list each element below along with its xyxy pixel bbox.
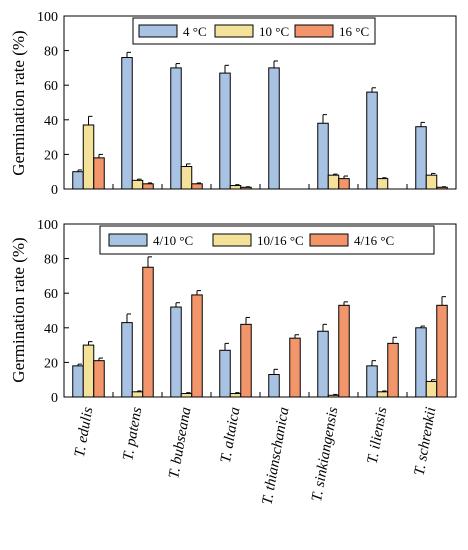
bar-s1-2 <box>121 322 133 398</box>
y-tick-label: 80 <box>44 45 58 60</box>
bar-s2-2 <box>131 179 144 190</box>
y-axis-title: Germination rate (%) <box>9 30 28 175</box>
y-axis-title: Germination rate (%) <box>9 237 28 382</box>
y-tick-label: 100 <box>37 10 58 25</box>
category-label-2: T. patens <box>120 406 145 462</box>
category-label-6: T. sinkiangensis <box>309 406 341 503</box>
bar-s3-4 <box>240 323 252 398</box>
bar-s1-5 <box>268 374 280 398</box>
bar-s3-8 <box>436 186 448 190</box>
bar-s2-6 <box>327 394 340 398</box>
bar-s1-5 <box>268 67 280 190</box>
y-tick-label: 0 <box>51 391 58 406</box>
bar-s3-7 <box>387 342 399 398</box>
bar-s2-4 <box>229 393 242 398</box>
bar-s3-3 <box>191 183 203 190</box>
bar-s3-1 <box>93 157 105 190</box>
bar-s2-7 <box>376 391 389 398</box>
legend-swatch-3 <box>294 24 334 38</box>
bar-s3-2 <box>142 183 154 190</box>
legend-swatch-1 <box>138 24 178 38</box>
bar-s3-8 <box>436 304 448 398</box>
y-tick-label: 40 <box>44 322 58 337</box>
legend: 4/10 °C 10/16 °C 4/16 °C <box>99 225 435 255</box>
bar-s2-1 <box>82 124 95 190</box>
category-label-1: T. edulis <box>72 406 97 459</box>
legend-swatch-1 <box>108 233 148 247</box>
legend-swatch-3 <box>309 233 349 247</box>
legend-label-2: 10/16 °C <box>257 233 304 248</box>
bar-s1-1 <box>72 365 84 398</box>
bar-s3-1 <box>93 360 105 398</box>
y-tick-label: 20 <box>44 356 58 371</box>
bar-s2-3 <box>180 393 193 398</box>
bar-s3-4 <box>240 186 252 190</box>
bar-s2-8 <box>425 174 438 190</box>
bar-s2-1 <box>82 344 95 398</box>
bar-s3-6 <box>338 178 350 190</box>
y-tick-label: 60 <box>44 79 58 94</box>
bar-s2-2 <box>131 391 144 398</box>
bar-s1-2 <box>121 57 133 190</box>
legend-swatch-2 <box>214 24 254 38</box>
bar-s1-4 <box>219 72 231 190</box>
bar-s2-8 <box>425 380 438 398</box>
bar-s1-8 <box>415 126 427 190</box>
chart-panel-2: 0 20 40 60 80 100 Germination rate (%) 4/10 °C 1… <box>9 218 457 406</box>
bar-s3-5 <box>289 337 301 398</box>
legend-label-2: 10 °C <box>259 24 289 39</box>
category-label-5: T. thianschanica <box>260 406 293 506</box>
bar-s2-3 <box>180 166 193 190</box>
bar-s2-4 <box>229 185 242 190</box>
bar-s3-6 <box>338 304 350 398</box>
chart-panel-1: 0 20 40 60 80 100 Germination rate (%) 4 °C 10 °… <box>9 10 457 198</box>
bar-s1-4 <box>219 349 231 398</box>
legend-label-3: 16 °C <box>339 24 369 39</box>
bar-s1-8 <box>415 327 427 398</box>
legend-label-1: 4 °C <box>183 24 207 39</box>
y-tick-label: 80 <box>44 253 58 268</box>
legend: 4 °C 10 °C 16 °C <box>132 17 376 45</box>
y-tick-label: 40 <box>44 114 58 129</box>
bar-s3-2 <box>142 266 154 398</box>
legend-label-3: 4/16 °C <box>354 233 394 248</box>
category-label-4: T. altaica <box>218 406 244 464</box>
bar-s2-6 <box>327 174 340 190</box>
y-tick-label: 100 <box>37 218 58 233</box>
category-label-8: T. schrenkii <box>412 406 440 477</box>
bar-s1-7 <box>366 91 378 190</box>
bar-s1-3 <box>170 306 182 398</box>
legend-label-1: 4/10 °C <box>153 233 193 248</box>
bar-s1-1 <box>72 171 84 190</box>
bar-s1-6 <box>317 122 329 190</box>
category-label-7: T. iliensis <box>365 406 391 465</box>
y-tick-label: 60 <box>44 287 58 302</box>
y-tick-label: 0 <box>51 183 58 198</box>
y-tick-label: 20 <box>44 148 58 163</box>
legend-box <box>99 225 435 255</box>
bar-s1-6 <box>317 330 329 398</box>
legend-swatch-2 <box>212 233 252 247</box>
bar-s1-3 <box>170 67 182 190</box>
category-label-3: T. bubseana <box>166 406 194 480</box>
bar-s1-7 <box>366 365 378 398</box>
bar-s2-7 <box>376 178 389 190</box>
bar-s3-3 <box>191 294 203 398</box>
